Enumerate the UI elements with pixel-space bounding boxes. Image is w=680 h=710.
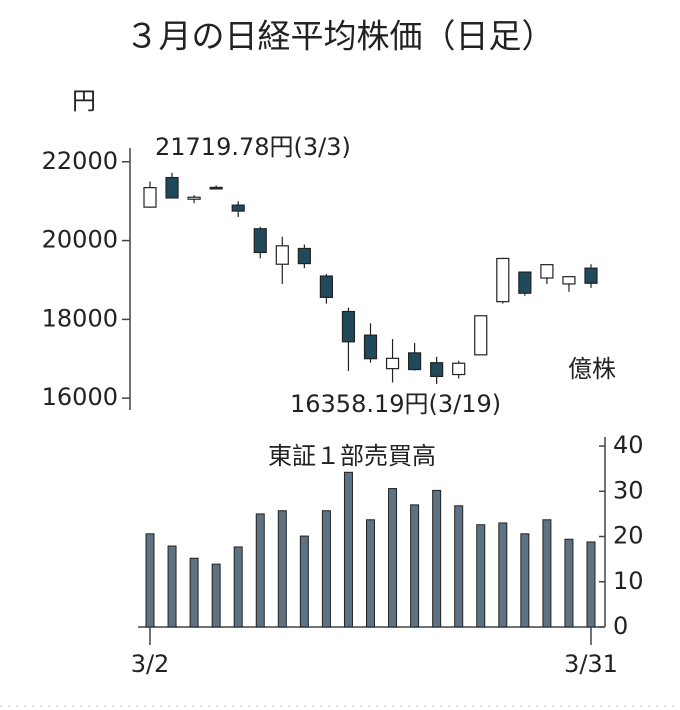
- bar: [255, 513, 265, 628]
- candle-body: [341, 310, 356, 343]
- annotation: 21719.78円(3/3): [155, 133, 351, 161]
- x-tick-label: 3/2: [131, 650, 170, 678]
- bar: [410, 504, 420, 628]
- candle-body: [231, 204, 245, 212]
- candle-body: [452, 362, 466, 376]
- candle-body: [165, 176, 179, 199]
- candle-body: [430, 362, 444, 378]
- candle-body: [275, 245, 289, 265]
- candle-body: [408, 352, 422, 371]
- y-tick-label: 18000: [42, 304, 118, 332]
- bar: [299, 535, 309, 628]
- y-tick-label: 16000: [42, 383, 118, 411]
- candle-body: [143, 187, 157, 208]
- y2-tick-label: 40: [613, 431, 644, 459]
- annotation: 16358.19円(3/19): [290, 390, 501, 418]
- x-tick-label: 3/31: [564, 650, 618, 678]
- bar: [520, 533, 530, 628]
- bar: [167, 545, 177, 628]
- candle-body: [209, 186, 223, 190]
- y-tick-label: 22000: [42, 147, 118, 175]
- candle-body: [385, 357, 400, 370]
- bar: [498, 522, 508, 628]
- candle-body: [363, 334, 378, 360]
- bar: [321, 510, 331, 628]
- candle-body: [518, 271, 532, 294]
- bar: [388, 488, 398, 628]
- subchart-title: 東証１部売買高: [268, 442, 436, 470]
- y-unit: 円: [72, 87, 96, 115]
- candle-body: [253, 228, 267, 254]
- y-tick-label: 20000: [42, 226, 118, 254]
- bar: [564, 538, 574, 628]
- bar: [343, 471, 353, 628]
- bar: [476, 524, 486, 628]
- bar: [366, 519, 375, 628]
- candle-body: [474, 315, 488, 356]
- y2-tick-label: 30: [613, 476, 644, 504]
- candle-body: [319, 275, 333, 298]
- bar: [145, 533, 155, 628]
- bar: [542, 519, 552, 628]
- candle-body: [584, 267, 598, 284]
- y2-tick-label: 10: [613, 567, 644, 595]
- bar: [586, 541, 596, 628]
- bar: [211, 563, 221, 628]
- bar: [233, 546, 243, 628]
- bar: [277, 510, 287, 628]
- y2-tick-label: 20: [613, 522, 644, 550]
- candle-body: [187, 196, 201, 200]
- y2-tick-label: 0: [613, 612, 628, 640]
- candle-body: [496, 257, 510, 303]
- candle-body: [562, 276, 576, 285]
- chart-title: ３月の日経平均株価（日足）: [126, 17, 555, 56]
- candle-body: [297, 247, 311, 265]
- candle-body: [540, 264, 554, 279]
- bar: [454, 505, 464, 628]
- y2-unit: 億株: [568, 355, 616, 383]
- bar: [189, 557, 199, 628]
- bar: [432, 489, 442, 628]
